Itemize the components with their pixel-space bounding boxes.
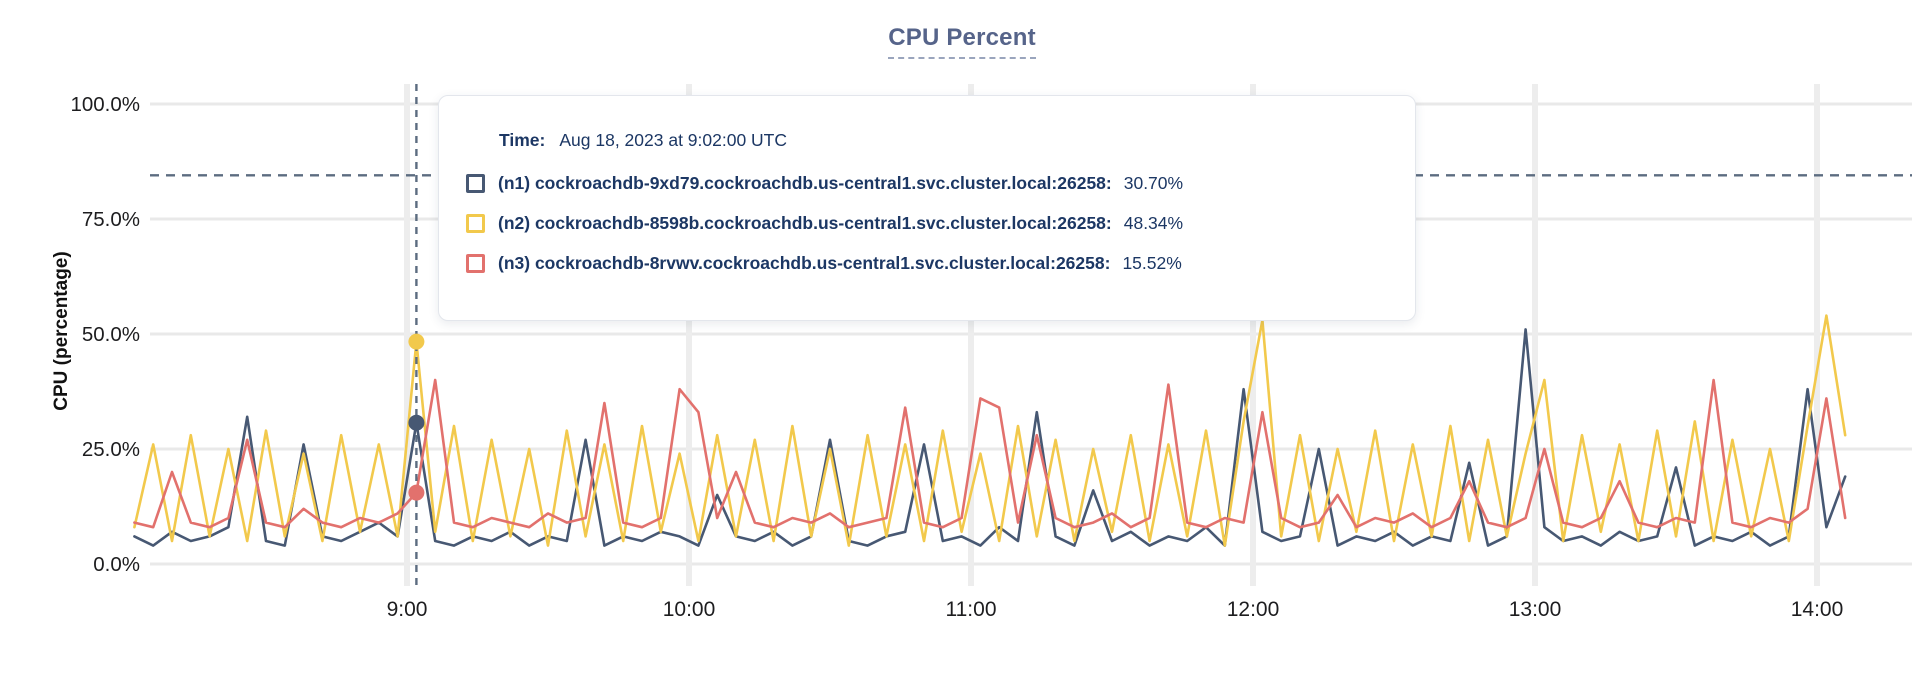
x-tick-label: 12:00 xyxy=(1227,598,1280,621)
cursor-dot-n2 xyxy=(408,333,425,350)
series-swatch-icon xyxy=(466,254,485,273)
x-tick-label: 9:00 xyxy=(387,598,428,621)
series-swatch-icon xyxy=(466,174,485,193)
tooltip-series-label: (n2) cockroachdb-8598b.cockroachdb.us-ce… xyxy=(498,213,1112,233)
y-tick-label: 75.0% xyxy=(82,208,140,231)
tooltip-series-label: (n3) cockroachdb-8rvwv.cockroachdb.us-ce… xyxy=(498,253,1111,273)
tooltip-time-label: Time: xyxy=(499,130,546,150)
series-line-n2 xyxy=(133,314,1847,547)
y-tick-label: 100.0% xyxy=(70,93,140,116)
tooltip-series-value: 15.52% xyxy=(1122,253,1182,273)
tooltip-series-value: 48.34% xyxy=(1123,213,1184,233)
tooltip-series-label: (n1) cockroachdb-9xd79.cockroachdb.us-ce… xyxy=(498,173,1112,193)
tooltip-time-row: Time: Aug 18, 2023 at 9:02:00 UTC xyxy=(499,130,1395,151)
cursor-dot-n3 xyxy=(408,484,425,501)
chart-tooltip: Time: Aug 18, 2023 at 9:02:00 UTC (n1) co… xyxy=(438,95,1416,321)
series-line-n1 xyxy=(133,328,1847,547)
x-tick-label: 13:00 xyxy=(1509,598,1562,621)
x-tick-label: 11:00 xyxy=(946,598,997,621)
x-tick-label: 14:00 xyxy=(1791,598,1844,621)
tooltip-series-row: (n1) cockroachdb-9xd79.cockroachdb.us-ce… xyxy=(466,173,1395,194)
tooltip-series-value: 30.70% xyxy=(1123,173,1184,193)
tooltip-series-row: (n2) cockroachdb-8598b.cockroachdb.us-ce… xyxy=(466,213,1395,234)
y-tick-label: 25.0% xyxy=(82,438,140,461)
tooltip-series-row: (n3) cockroachdb-8rvwv.cockroachdb.us-ce… xyxy=(466,253,1395,274)
cursor-dot-n1 xyxy=(408,414,425,431)
x-tick-label: 10:00 xyxy=(663,598,716,621)
y-tick-label: 0.0% xyxy=(93,553,140,576)
series-line-n3 xyxy=(133,378,1847,529)
y-tick-label: 50.0% xyxy=(82,323,140,346)
tooltip-time-value: Aug 18, 2023 at 9:02:00 UTC xyxy=(559,130,788,150)
chart-title[interactable]: CPU Percent xyxy=(888,24,1036,59)
chart-header: CPU Percent xyxy=(0,24,1924,59)
series-swatch-icon xyxy=(466,214,485,233)
